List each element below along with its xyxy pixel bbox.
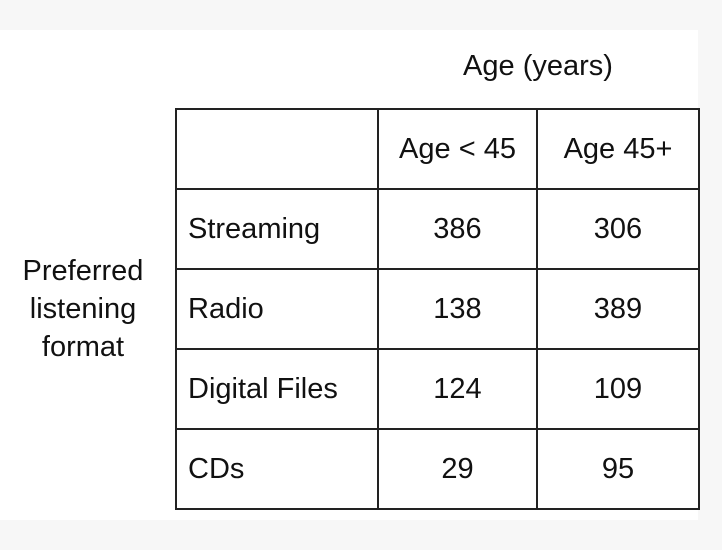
row-label: Streaming [175, 188, 379, 270]
table-row: Streaming 386 306 [175, 188, 700, 270]
column-group-label: Age (years) [463, 50, 613, 82]
table-row: CDs 29 95 [175, 428, 700, 510]
table-cell: 138 [377, 268, 538, 350]
two-way-table: Age < 45 Age 45+ Streaming 386 306 Radio… [175, 108, 700, 510]
row-label: Radio [175, 268, 379, 350]
table-row: Digital Files 124 109 [175, 348, 700, 430]
table-cell: 306 [536, 188, 700, 270]
row-group-label: Preferred listening format [22, 255, 144, 363]
table-cell: 29 [377, 428, 538, 510]
table-row: Radio 138 389 [175, 268, 700, 350]
table-cell: 109 [536, 348, 700, 430]
table-cell: 124 [377, 348, 538, 430]
table-header-row: Age < 45 Age 45+ [175, 108, 700, 190]
table-cell: 95 [536, 428, 700, 510]
column-header: Age < 45 [377, 108, 538, 190]
corner-cell [175, 108, 379, 190]
column-header: Age 45+ [536, 108, 700, 190]
row-label: Digital Files [175, 348, 379, 430]
table-cell: 389 [536, 268, 700, 350]
row-label: CDs [175, 428, 379, 510]
table-cell: 386 [377, 188, 538, 270]
